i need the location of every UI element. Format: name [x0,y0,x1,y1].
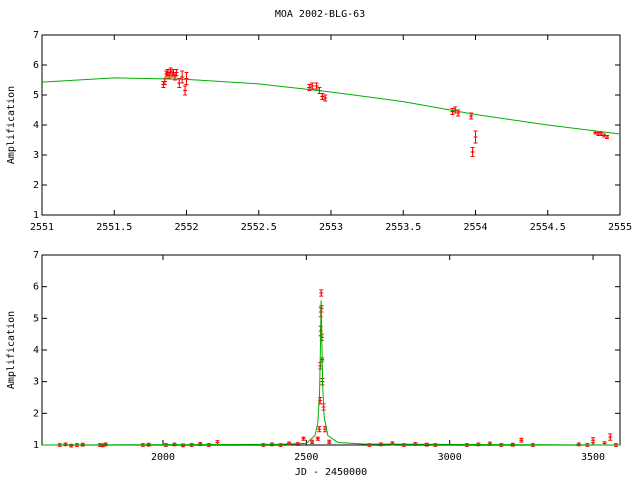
data-point [433,443,438,447]
data-point [307,85,312,90]
y-tick-label: 2 [33,408,39,419]
y-tick-label: 7 [33,250,39,261]
data-point [608,435,613,440]
y-axis-label: Amplification [6,86,17,164]
data-point [519,438,524,443]
data-point [469,114,474,118]
x-tick-label: 2553 [319,222,343,233]
x-tick-label: 2554.5 [530,222,566,233]
data-point [174,70,179,75]
data-point [69,443,74,448]
data-point [301,436,306,441]
x-tick-label: 2554 [463,222,487,233]
y-tick-label: 3 [33,377,39,388]
y-tick-label: 4 [33,345,39,356]
y-tick-label: 5 [33,90,39,101]
y-tick-label: 4 [33,120,39,131]
data-point [401,443,406,447]
model-curve [41,77,621,135]
y-tick-label: 1 [33,440,39,451]
y-tick-label: 6 [33,60,39,71]
data-point [473,135,478,139]
chart-title: MOA 2002-BLG-63 [275,9,365,20]
data-point [162,79,167,84]
x-tick-label: 2500 [294,452,318,463]
plot-frame [41,254,621,446]
x-tick-label: 2551 [30,222,54,233]
y-tick-label: 7 [33,30,39,41]
y-tick-label: 5 [33,313,39,324]
x-tick-label: 2551.5 [96,222,132,233]
data-point [215,440,220,445]
x-tick-label: 2552.5 [241,222,277,233]
data-point [327,439,332,444]
data-point [464,443,469,447]
data-point [181,443,186,448]
data-point [319,291,324,295]
data-point [487,441,492,446]
y-tick-label: 2 [33,180,39,191]
plot-frame [41,34,621,216]
data-point [63,442,68,447]
x-tick-label: 2552 [174,222,198,233]
y-tick-label: 1 [33,210,39,221]
x-tick-label: 2555 [608,222,632,233]
data-point [323,96,328,100]
data-point [315,436,320,441]
data-point [180,75,185,79]
data-point [310,439,315,444]
model-curve [41,300,621,446]
x-axis-label: JD - 2450000 [295,467,367,478]
x-tick-label: 3000 [438,452,462,463]
data-point [287,441,292,446]
data-point [310,84,315,88]
data-point [604,135,609,139]
data-point [314,84,319,88]
y-tick-label: 6 [33,282,39,293]
data-point [198,442,203,447]
x-tick-label: 2553.5 [385,222,421,233]
data-point [320,94,325,99]
data-point [591,438,596,443]
x-tick-label: 3500 [581,452,605,463]
y-axis-label: Amplification [6,311,17,389]
y-tick-label: 3 [33,150,39,161]
data-point [278,443,283,447]
data-point [317,427,322,432]
x-tick-label: 2000 [151,452,175,463]
data-point [261,443,266,447]
data-point [390,441,395,446]
data-point [183,88,188,93]
data-point [470,150,475,154]
